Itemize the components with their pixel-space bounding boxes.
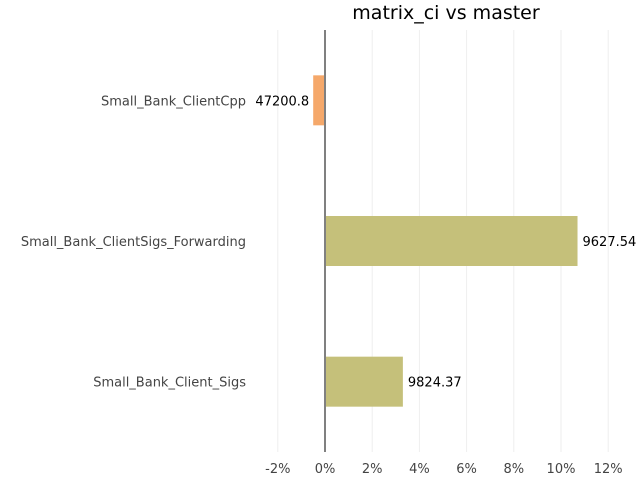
x-tick-label-2: 2%: [362, 462, 383, 477]
data-label-3: 9824.37: [408, 376, 462, 391]
x-tick-labels: -2% 0% 2% 4% 6% 8% 10% 12%: [265, 462, 623, 477]
labels: Small_Bank_ClientCpp 47200.8 Small_Bank_Cl…: [21, 94, 636, 390]
x-tick-label-4: 6%: [456, 462, 477, 477]
x-tick-label-1: 0%: [315, 462, 336, 477]
x-tick-label-5: 8%: [503, 462, 524, 477]
bar-3: [325, 356, 403, 407]
category-label-2: Small_Bank_ClientSigs_Forwarding: [21, 235, 246, 250]
x-tick-label-6: 10%: [547, 462, 576, 477]
x-tick-label-3: 4%: [409, 462, 430, 477]
x-tick-label-7: 12%: [594, 462, 623, 477]
bars: [313, 75, 578, 407]
data-label-2: 9627.54: [583, 235, 637, 250]
bar-1: [313, 75, 325, 126]
category-label-1: Small_Bank_ClientCpp: [101, 94, 246, 109]
data-label-1: 47200.8: [255, 94, 309, 109]
x-tick-label-0: -2%: [265, 462, 290, 477]
chart-title: matrix_ci vs master: [352, 2, 540, 24]
category-label-3: Small_Bank_Client_Sigs: [93, 376, 246, 391]
bar-2: [325, 216, 578, 266]
